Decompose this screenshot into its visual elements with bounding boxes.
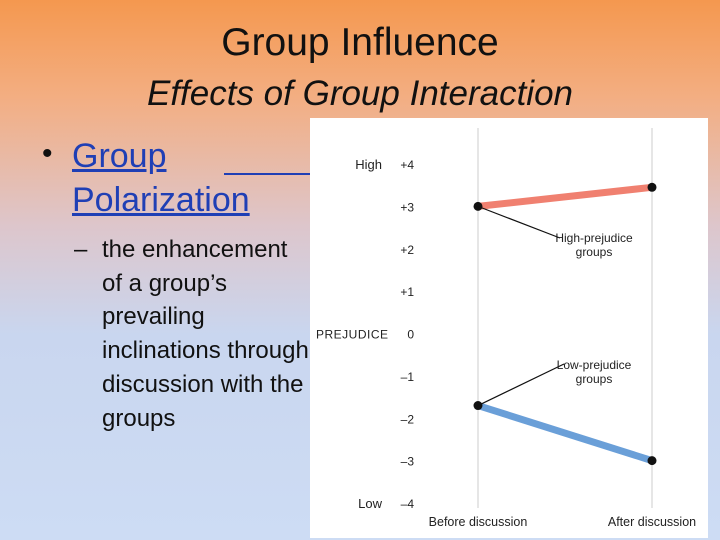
annotation-label: groups — [576, 372, 613, 386]
chart-panel: +4 +3 +2 +1 0 –1 –2 –3 –4 High Low PREJUDICE Before … — [310, 118, 708, 538]
definition-text: the enhancement of a group’s prevailing … — [102, 236, 309, 432]
y-tick-label: +1 — [400, 285, 414, 299]
sub-bullet-marker: – — [74, 236, 88, 263]
x-tick-label: After discussion — [608, 515, 696, 529]
y-tick-label: –1 — [401, 370, 415, 384]
annotation-leader-line — [477, 363, 565, 407]
y-low-label: Low — [358, 496, 382, 511]
y-tick-label: –3 — [401, 455, 415, 469]
y-high-label: High — [355, 157, 382, 172]
y-axis-title: PREJUDICE — [316, 328, 389, 342]
data-point — [647, 182, 657, 192]
annotation-leader-line — [477, 205, 561, 239]
y-tick-label: +3 — [400, 200, 414, 214]
slide-subtitle: Effects of Group Interaction — [146, 74, 574, 113]
y-tick-label: +4 — [400, 158, 414, 172]
y-tick-label: –2 — [401, 412, 415, 426]
series-line — [477, 183, 653, 210]
y-tick-label: 0 — [407, 328, 414, 342]
group-polarization-link[interactable]: Group Polarization — [72, 137, 250, 219]
annotation-label: High-prejudice — [555, 231, 633, 245]
annotation-label: Low-prejudice — [557, 358, 632, 372]
series-line — [476, 402, 654, 464]
polarization-chart: +4 +3 +2 +1 0 –1 –2 –3 –4 High Low PREJUDICE Before … — [316, 128, 696, 529]
bullet-marker: • — [42, 137, 53, 170]
y-tick-label: –4 — [401, 497, 415, 511]
data-point — [647, 456, 657, 466]
y-tick-label: +2 — [400, 243, 414, 257]
annotation-label: groups — [576, 245, 613, 259]
slide-title: Group Influence — [221, 21, 499, 64]
x-tick-label: Before discussion — [429, 515, 528, 529]
